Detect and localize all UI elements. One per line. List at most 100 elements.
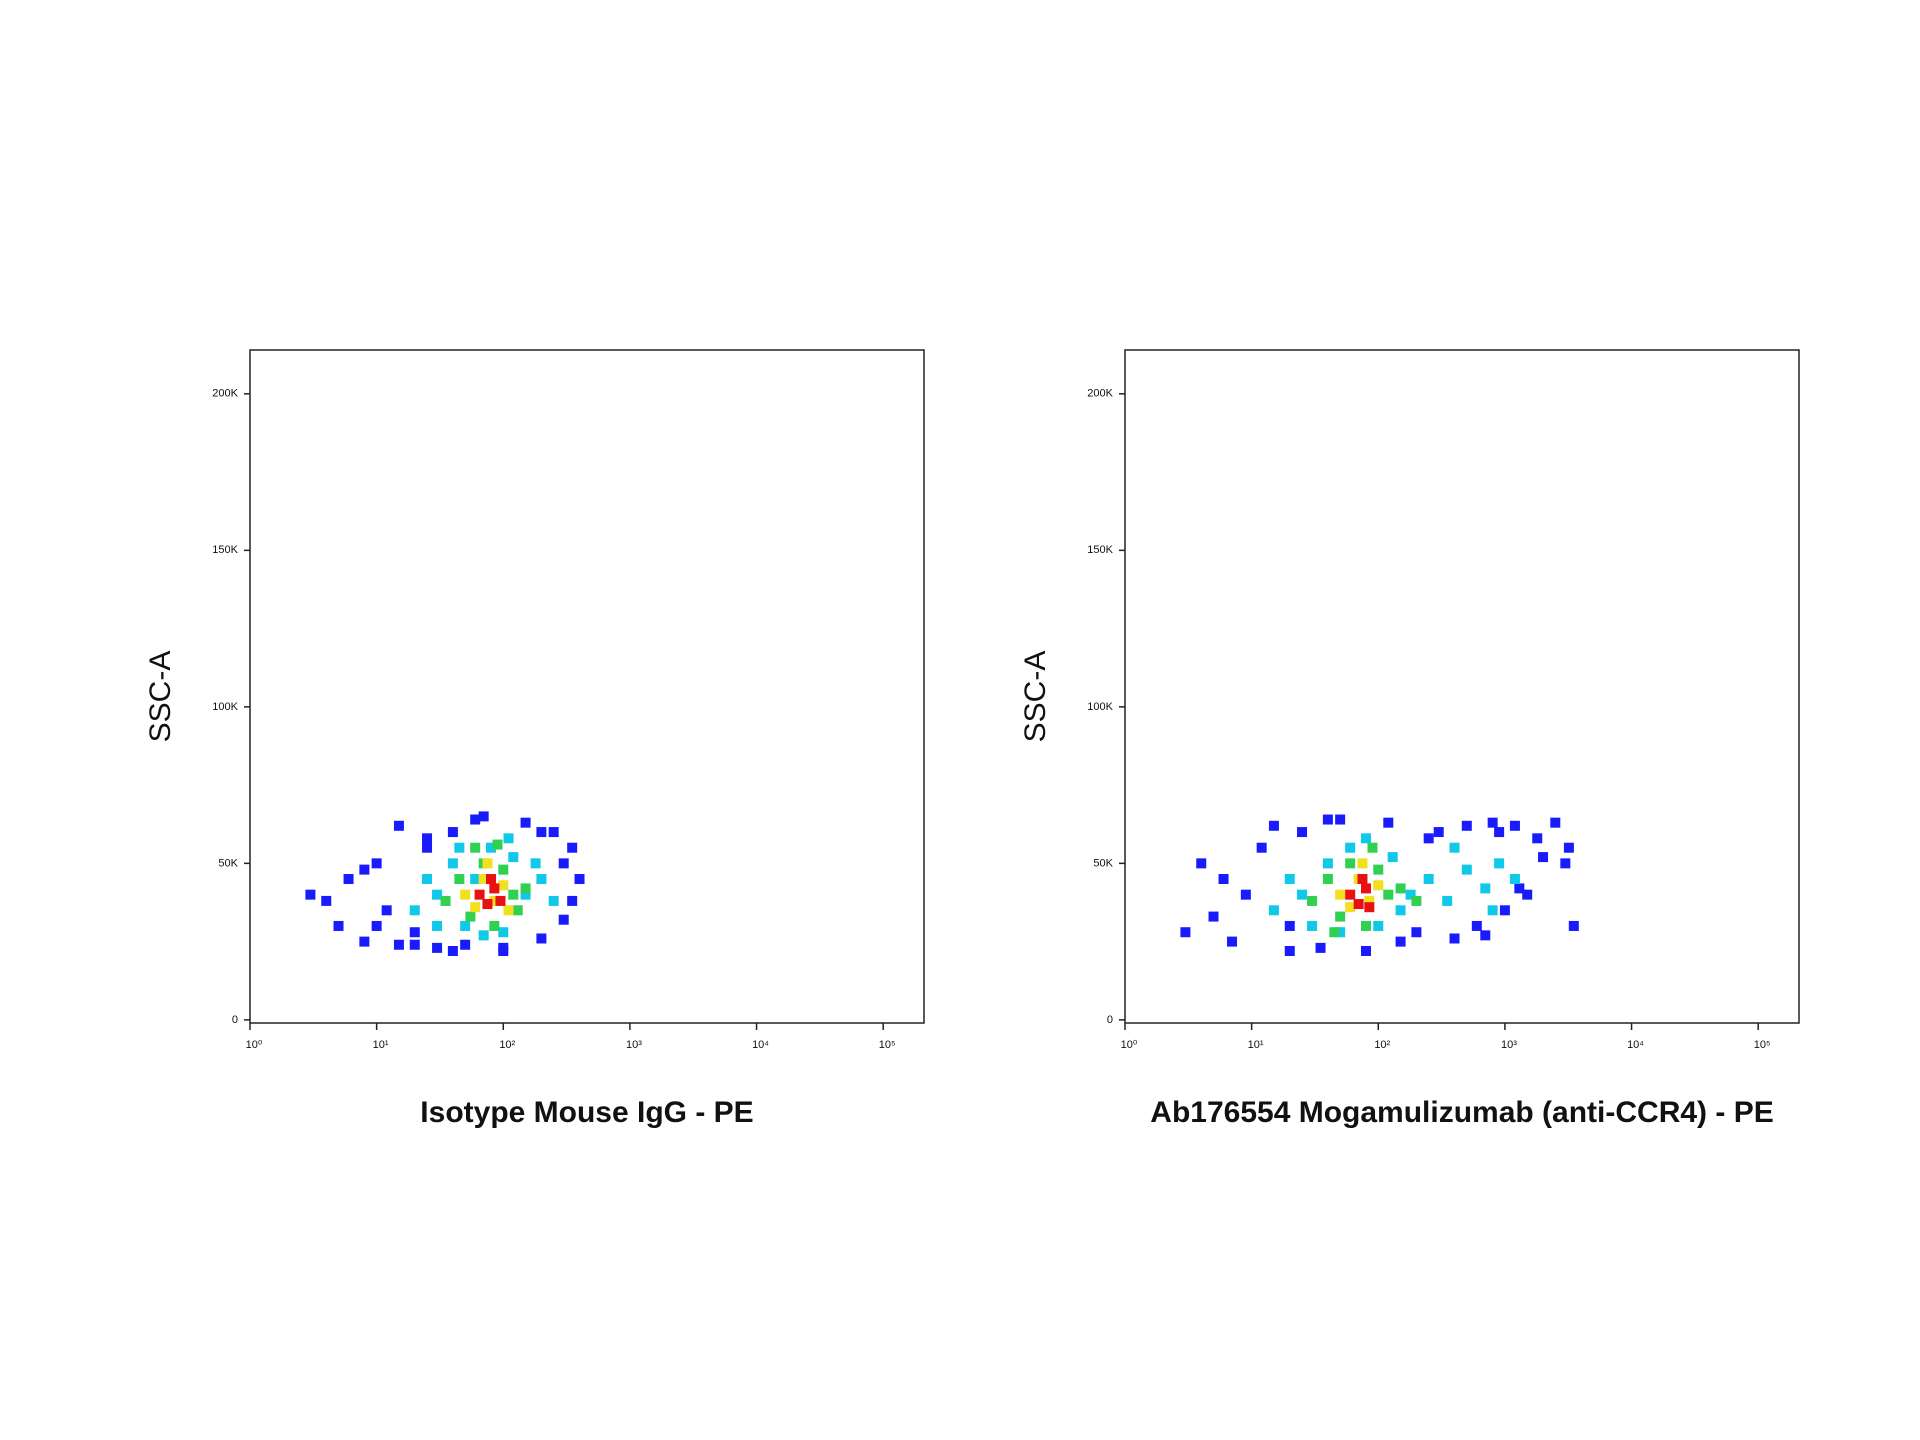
x-tick-label: 10³ — [1501, 1039, 1517, 1051]
x-tick-label: 10³ — [626, 1039, 642, 1051]
event-point — [1335, 814, 1346, 825]
event-point — [1322, 874, 1333, 885]
x-tick-label: 10⁴ — [1627, 1039, 1644, 1051]
event-point — [1180, 927, 1191, 938]
event-point — [1411, 895, 1422, 906]
event-point — [1494, 827, 1505, 838]
event-point — [489, 883, 500, 894]
y-axis-label: SSC-A — [1019, 651, 1052, 743]
event-point — [1449, 842, 1460, 853]
event-point — [482, 899, 493, 910]
event-point — [454, 842, 465, 853]
event-point — [1461, 864, 1472, 875]
event-point — [1395, 905, 1406, 916]
event-point — [1345, 889, 1356, 900]
y-tick-label: 150K — [1087, 544, 1113, 556]
event-point — [432, 889, 443, 900]
event-point — [447, 946, 458, 957]
x-tick-label: 10¹ — [373, 1039, 389, 1051]
event-point — [1568, 920, 1579, 931]
event-point — [486, 842, 497, 853]
event-point — [447, 858, 458, 869]
event-point — [548, 827, 559, 838]
event-point — [1373, 864, 1384, 875]
event-point — [1480, 930, 1491, 941]
event-point — [489, 895, 500, 906]
event-point — [1538, 852, 1549, 863]
event-point — [1353, 899, 1364, 910]
event-point — [1361, 883, 1372, 894]
event-point — [1364, 902, 1375, 913]
x-tick-label: 10⁰ — [246, 1039, 263, 1051]
event-point — [1364, 895, 1375, 906]
event-point — [503, 833, 514, 844]
event-point — [1499, 905, 1510, 916]
event-point — [409, 939, 420, 950]
event-point — [492, 839, 503, 850]
event-point — [454, 874, 465, 885]
event-point — [1509, 820, 1520, 831]
event-point — [393, 939, 404, 950]
event-point — [1208, 911, 1219, 922]
event-point — [470, 874, 481, 885]
event-point — [447, 827, 458, 838]
event-point — [1361, 920, 1372, 931]
event-point — [432, 920, 443, 931]
event-point — [1322, 858, 1333, 869]
event-point — [1387, 852, 1398, 863]
y-tick-label: 200K — [212, 388, 238, 400]
event-point — [508, 889, 519, 900]
event-point — [574, 874, 585, 885]
event-point — [1335, 911, 1346, 922]
event-point — [1335, 889, 1346, 900]
event-point — [470, 814, 481, 825]
event-point — [498, 927, 509, 938]
event-point — [1514, 883, 1525, 894]
event-point — [1322, 814, 1333, 825]
event-point — [508, 852, 519, 863]
event-point — [520, 883, 531, 894]
event-point — [478, 811, 489, 822]
event-point — [1307, 920, 1318, 931]
event-point — [1423, 833, 1434, 844]
y-tick-label: 100K — [212, 701, 238, 713]
event-point — [1509, 874, 1520, 885]
event-point — [1315, 942, 1326, 953]
event-point — [567, 842, 578, 853]
event-point — [503, 905, 514, 916]
plot-frame — [249, 349, 925, 1024]
y-tick-label: 50K — [218, 857, 238, 869]
event-point — [1345, 858, 1356, 869]
y-axis-label: SSC-A — [144, 651, 177, 743]
x-tick-label: 10² — [499, 1039, 515, 1051]
event-point — [558, 914, 569, 925]
y-tick-label: 200K — [1087, 388, 1113, 400]
event-point — [1383, 817, 1394, 828]
event-point — [1361, 946, 1372, 957]
event-point — [536, 827, 547, 838]
event-point — [1335, 927, 1346, 938]
event-point — [498, 864, 509, 875]
event-point — [567, 895, 578, 906]
event-point — [1284, 874, 1295, 885]
event-point — [1383, 889, 1394, 900]
event-point — [409, 905, 420, 916]
event-point — [460, 889, 471, 900]
event-point — [1218, 874, 1229, 885]
event-point — [1297, 889, 1308, 900]
x-tick-label: 10⁴ — [752, 1039, 769, 1051]
event-point — [474, 889, 485, 900]
x-axis-label: Ab176554 Mogamulizumab (anti-CCR4) - PE — [1150, 1096, 1773, 1129]
event-point — [1227, 936, 1238, 947]
x-tick-label: 10² — [1374, 1039, 1390, 1051]
event-point — [1329, 927, 1340, 938]
event-point — [305, 889, 316, 900]
event-point — [359, 864, 370, 875]
event-point — [465, 911, 476, 922]
event-point — [498, 942, 509, 953]
event-point — [1423, 874, 1434, 885]
event-point — [470, 902, 481, 913]
event-point — [432, 942, 443, 953]
event-point — [489, 920, 500, 931]
